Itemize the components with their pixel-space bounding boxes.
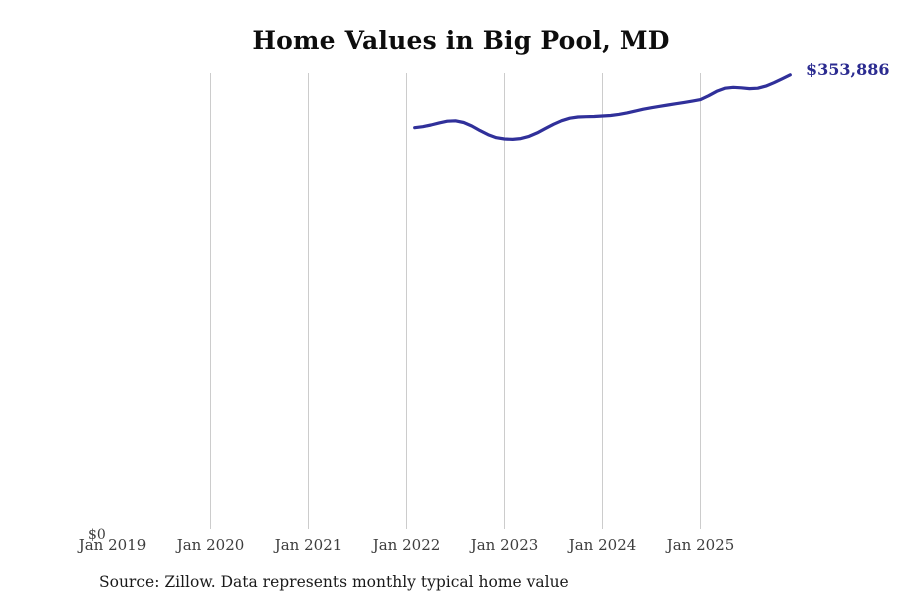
home-value-line	[413, 73, 792, 141]
source-note: Source: Zillow. Data represents monthly …	[99, 573, 569, 591]
x-tick-label-jan-2023: Jan 2023	[470, 536, 539, 554]
latest-value-label: $353,886	[806, 60, 890, 79]
x-tick-label-jan-2022: Jan 2022	[372, 536, 441, 554]
x-tick-label-jan-2019: Jan 2019	[78, 536, 147, 554]
x-tick-label-jan-2021: Jan 2021	[274, 536, 343, 554]
x-tick-label-jan-2025: Jan 2025	[666, 536, 735, 554]
x-tick-label-jan-2024: Jan 2024	[568, 536, 637, 554]
x-tick-label-jan-2020: Jan 2020	[176, 536, 245, 554]
y-axis-zero-label: $0	[88, 527, 106, 543]
chart-title: Home Values in Big Pool, MD	[252, 26, 670, 55]
